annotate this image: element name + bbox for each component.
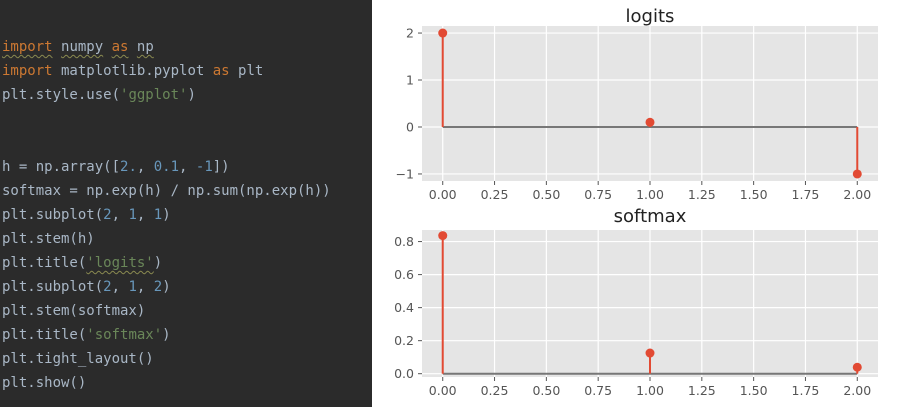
x-tick-label: 0.75	[584, 383, 612, 398]
code-token: plt.subplot(	[2, 207, 104, 223]
x-tick-label: 0.25	[481, 187, 509, 202]
code-token: ,	[136, 159, 154, 175]
code-token: plt.title(	[2, 255, 87, 271]
chart-title: softmax	[614, 206, 687, 227]
code-token: )	[162, 327, 171, 343]
code-token: plt	[229, 63, 264, 79]
code-token: h = np.array([	[2, 159, 121, 175]
code-line[interactable]: plt.title('softmax')	[2, 323, 171, 347]
code-line[interactable]: plt.subplot(2, 1, 2)	[2, 275, 171, 299]
code-token: matplotlib.pyplot	[52, 63, 213, 79]
code-token: import	[2, 39, 53, 55]
x-tick-label: 0.00	[429, 383, 457, 398]
code-token: ])	[212, 159, 230, 175]
x-tick-label: 0.00	[429, 187, 457, 202]
code-token: ,	[111, 279, 129, 295]
code-token: 2	[103, 279, 112, 295]
code-token: plt.tight_layout()	[2, 351, 154, 367]
code-token: numpy	[61, 39, 104, 55]
y-tick-label: 0.6	[394, 267, 414, 282]
code-line[interactable]: plt.stem(h)	[2, 227, 95, 251]
code-token: 'softmax'	[86, 327, 163, 343]
code-token: ,	[179, 159, 196, 175]
code-token: ,	[136, 279, 154, 295]
code-token: plt.stem(softmax)	[2, 303, 146, 319]
code-token: )	[162, 279, 171, 295]
x-tick-label: 1.50	[740, 187, 768, 202]
code-token: 'logits'	[86, 255, 154, 271]
y-tick-label: 0.0	[394, 366, 414, 381]
x-tick-label: 2.00	[843, 187, 871, 202]
code-token: plt.style.use(	[2, 87, 121, 103]
code-line[interactable]: import matplotlib.pyplot as plt	[2, 59, 263, 83]
code-token: import	[2, 63, 53, 79]
subplot-logits: logits 0.00 0.25 0.50 0.75 1.00 1.25 1.50 1.75 2.…	[396, 6, 878, 202]
code-token	[103, 39, 111, 55]
code-token: plt.title(	[2, 327, 87, 343]
y-tick-label: 2	[406, 26, 414, 41]
code-line[interactable]: plt.show()	[2, 371, 86, 395]
code-token: -1	[195, 159, 213, 175]
y-tick-label: −1	[396, 166, 414, 181]
code-line[interactable]: plt.title('logits')	[2, 251, 162, 275]
code-token: plt.subplot(	[2, 279, 104, 295]
y-tick-label: 0.2	[394, 333, 414, 348]
code-token: 1	[128, 279, 137, 295]
y-tick-label: 1	[406, 73, 414, 88]
code-token: 1	[128, 207, 137, 223]
x-tick-label: 2.00	[843, 383, 871, 398]
stem-marker	[852, 362, 862, 372]
x-tick-label: 1.25	[688, 383, 716, 398]
y-tick-label: 0.4	[394, 300, 414, 315]
code-token: ,	[136, 207, 154, 223]
code-token: softmax = np.exp(h) / np.sum(np.exp(h))	[2, 183, 331, 199]
stem-marker	[438, 28, 448, 38]
code-token	[53, 39, 61, 55]
code-token: 1	[153, 207, 163, 223]
code-line[interactable]: plt.stem(softmax)	[2, 299, 145, 323]
code-editor[interactable]: import numpy as np import matplotlib.pypl…	[0, 0, 372, 407]
code-line[interactable]: h = np.array([2., 0.1, -1])	[2, 155, 230, 179]
y-tick-label: 0	[406, 119, 414, 134]
x-tick-label: 1.25	[688, 187, 716, 202]
code-line[interactable]: plt.tight_layout()	[2, 347, 154, 371]
code-token: as	[111, 39, 129, 55]
x-tick-label: 1.75	[792, 383, 820, 398]
code-line[interactable]: plt.subplot(2, 1, 1)	[2, 203, 171, 227]
x-tick-label: 1.00	[636, 383, 664, 398]
code-token: plt.stem(h)	[2, 231, 95, 247]
subplot-softmax: softmax 0.00 0.25 0.50 0.75 1.00 1.25 1.50 1.75 2…	[394, 206, 878, 398]
code-line[interactable]: import numpy as np	[2, 35, 154, 59]
x-tick-label: 0.25	[481, 383, 509, 398]
x-tick-label: 1.75	[792, 187, 820, 202]
code-token: )	[162, 207, 171, 223]
code-token: 2	[103, 207, 112, 223]
y-tick-label: 0.8	[394, 234, 414, 249]
x-tick-label: 0.50	[532, 187, 560, 202]
x-tick-label: 1.50	[740, 383, 768, 398]
code-token: )	[153, 255, 163, 271]
stem-marker	[438, 231, 448, 241]
chart-title: logits	[626, 6, 675, 27]
code-token: 'ggplot'	[120, 87, 188, 103]
code-token: )	[187, 87, 196, 103]
stem-marker	[645, 117, 655, 127]
stem-marker	[645, 348, 655, 358]
x-tick-label: 0.75	[584, 187, 612, 202]
plot-window: logits 0.00 0.25 0.50 0.75 1.00 1.25 1.50 1.75 2.…	[372, 0, 900, 407]
code-token: 2	[153, 279, 163, 295]
code-token: ,	[111, 207, 129, 223]
x-tick-label: 0.50	[532, 383, 560, 398]
x-tick-label: 1.00	[636, 187, 664, 202]
code-token: plt.show()	[2, 375, 87, 391]
code-token	[128, 39, 136, 55]
code-token: 0.1	[153, 159, 180, 175]
code-line[interactable]: softmax = np.exp(h) / np.sum(np.exp(h))	[2, 179, 331, 203]
stem-marker	[852, 169, 862, 179]
code-token: np	[136, 39, 154, 55]
code-line[interactable]: plt.style.use('ggplot')	[2, 83, 196, 107]
code-token: as	[212, 63, 230, 79]
code-token: 2.	[120, 159, 137, 175]
